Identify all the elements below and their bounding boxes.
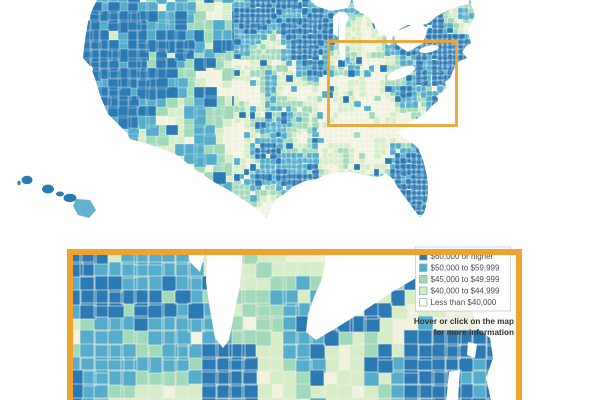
svg-text:Hover or click on the map: Hover or click on the map — [414, 317, 514, 326]
svg-text:$50,000 to $59,999: $50,000 to $59,999 — [431, 264, 501, 273]
svg-text:for more information: for more information — [433, 328, 514, 337]
svg-text:$40,000 to $44,999: $40,000 to $44,999 — [431, 287, 501, 296]
svg-text:$45,000 to $49,999: $45,000 to $49,999 — [431, 275, 501, 284]
svg-text:Less than $40,000: Less than $40,000 — [431, 298, 497, 307]
svg-text:$60,000 or higher: $60,000 or higher — [431, 252, 494, 261]
